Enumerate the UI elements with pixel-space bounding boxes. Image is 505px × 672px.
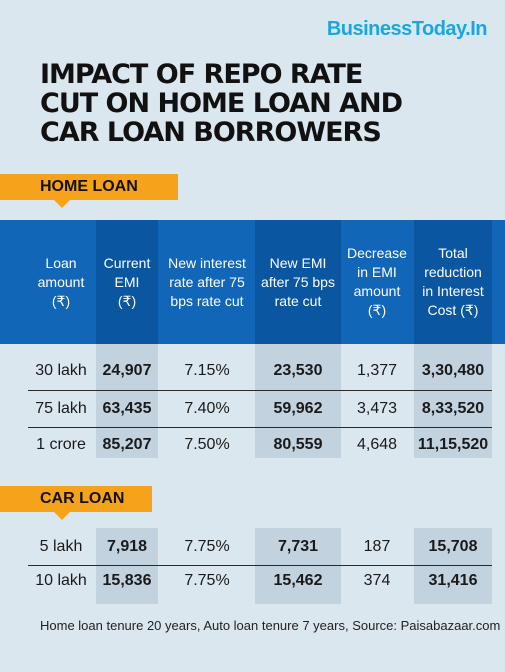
header-line: (₹): [367, 302, 387, 318]
page-title: IMPACT OF REPO RATE CUT ON HOME LOAN AND…: [40, 60, 480, 147]
column-header-new-rate: New interest rate after 75 bps rate cut: [160, 220, 254, 344]
cell-current-emi: 7,918: [106, 538, 148, 555]
cell-loan-amount: 5 lakh: [39, 538, 83, 555]
column-shade: [96, 528, 158, 604]
cell-total-reduction: 11,15,520: [417, 436, 489, 453]
header-line: EMI: [114, 273, 140, 290]
column-header-current-emi: Current EMI (₹): [96, 220, 158, 344]
cell-total-reduction: 3,30,480: [421, 362, 485, 379]
cell-new-rate: 7.40%: [184, 400, 230, 417]
cell-new-emi: 23,530: [273, 362, 323, 379]
home-loan-tag: HOME LOAN: [0, 174, 178, 208]
header-line: reduction: [424, 264, 482, 280]
cell-current-emi: 63,435: [102, 400, 152, 417]
header-line: Total: [438, 245, 468, 261]
cell-emi-decrease: 3,473: [356, 400, 398, 417]
row-divider: [28, 565, 492, 566]
cell-emi-decrease: 1,377: [356, 362, 398, 379]
brand-logo: BusinessToday.In: [326, 18, 488, 40]
cell-loan-amount: 30 lakh: [35, 362, 87, 379]
cell-new-rate: 7.15%: [184, 362, 230, 379]
table-row: 30 lakh 24,907 7.15% 23,530 1,377 3,30,4…: [28, 352, 492, 390]
cell-new-rate: 7.75%: [184, 572, 230, 589]
row-divider: [28, 390, 492, 391]
table-row: 1 crore 85,207 7.50% 80,559 4,648 11,15,…: [28, 426, 492, 464]
header-line: amount: [37, 273, 85, 290]
column-header-emi-decrease: Decrease in EMI amount (₹): [342, 220, 412, 344]
footnote: Home loan tenure 20 years, Auto loan ten…: [40, 618, 501, 633]
column-header-new-emi: New EMI after 75 bps rate cut: [255, 220, 341, 344]
header-line: in Interest: [422, 283, 484, 299]
header-line: rate after 75: [169, 273, 245, 290]
cell-new-rate: 7.75%: [184, 538, 230, 555]
row-divider: [28, 427, 492, 428]
column-shade: [255, 528, 341, 604]
title-line: CAR LOAN BORROWERS: [40, 117, 382, 148]
cell-new-emi: 15,462: [273, 572, 323, 589]
header-line: amount: [353, 283, 401, 299]
header-line: Current: [103, 254, 151, 271]
table-row: 5 lakh 7,918 7.75% 7,731 187 15,708: [28, 528, 492, 566]
cell-loan-amount: 75 lakh: [35, 400, 87, 417]
cell-total-reduction: 31,416: [428, 572, 478, 589]
cell-emi-decrease: 4,648: [356, 436, 398, 453]
car-loan-tag: CAR LOAN: [0, 486, 152, 520]
cell-total-reduction: 8,33,520: [421, 400, 485, 417]
column-header-total-reduction: Total reduction in Interest Cost (₹): [414, 220, 492, 344]
header-line: Loan: [45, 254, 77, 271]
column-shade: [414, 528, 492, 604]
header-line: Decrease: [347, 245, 407, 261]
header-line: bps rate cut: [170, 292, 244, 309]
cell-current-emi: 85,207: [102, 436, 152, 453]
cell-new-emi: 80,559: [273, 436, 323, 453]
cell-new-emi: 59,962: [273, 400, 323, 417]
header-line: New EMI: [269, 254, 327, 271]
header-line: rate cut: [274, 292, 322, 309]
table-header: Loan amount (₹) Current EMI (₹) New inte…: [0, 220, 505, 344]
column-header-loan-amount: Loan amount (₹): [28, 220, 94, 344]
header-line: Cost (₹): [427, 302, 479, 318]
cell-emi-decrease: 187: [363, 538, 391, 555]
cell-loan-amount: 10 lakh: [35, 572, 87, 589]
title-line: IMPACT OF REPO RATE: [40, 59, 363, 90]
title-line: CUT ON HOME LOAN AND: [40, 88, 403, 119]
header-line: after 75 bps: [261, 273, 335, 290]
cell-current-emi: 15,836: [102, 572, 152, 589]
table-row: 75 lakh 63,435 7.40% 59,962 3,473 8,33,5…: [28, 390, 492, 428]
column-shade: [414, 344, 492, 458]
header-line: in EMI: [357, 264, 397, 280]
table-row: 10 lakh 15,836 7.75% 15,462 374 31,416: [28, 562, 492, 600]
cell-loan-amount: 1 crore: [36, 436, 86, 453]
header-line: (₹): [117, 292, 137, 309]
column-shade: [255, 344, 341, 458]
cell-total-reduction: 15,708: [428, 538, 478, 555]
header-line: New interest: [168, 254, 246, 271]
cell-new-emi: 7,731: [277, 538, 319, 555]
cell-new-rate: 7.50%: [184, 436, 230, 453]
column-shade: [96, 344, 158, 458]
cell-emi-decrease: 374: [363, 572, 391, 589]
header-line: (₹): [51, 292, 71, 309]
cell-current-emi: 24,907: [102, 362, 152, 379]
